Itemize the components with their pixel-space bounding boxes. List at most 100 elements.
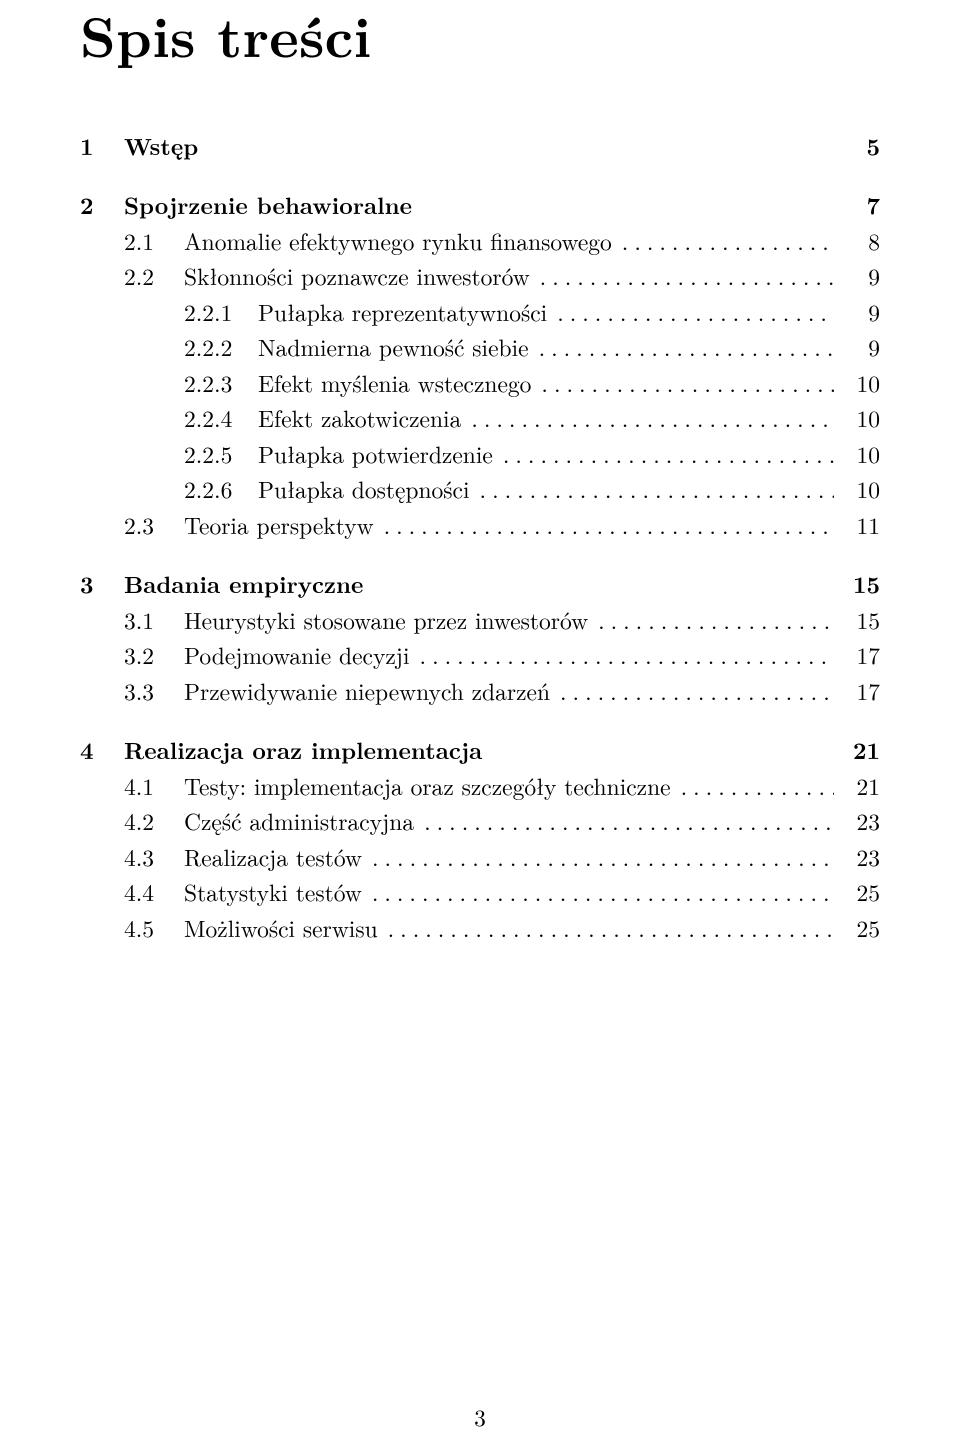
toc-entry-label: Realizacja testów xyxy=(184,845,362,869)
toc-entry-leader: ........................................… xyxy=(503,442,834,466)
toc-entry-number: 3.1 xyxy=(80,608,184,632)
toc-entry-page: 10 xyxy=(840,442,880,466)
toc-entry: 4.5Możliwości serwisu...................… xyxy=(80,916,880,940)
toc-entry-number: 3 xyxy=(80,572,124,596)
toc-entry-leader: ........................................… xyxy=(480,477,834,501)
toc-entry-leader: ........................................… xyxy=(424,809,834,833)
toc-entry: 2.2.4Efekt zakotwiczenia................… xyxy=(80,406,880,430)
toc-entry-number: 3.2 xyxy=(80,643,184,667)
toc-entry-number: 2 xyxy=(80,193,124,217)
toc-entry: 4Realizacja oraz implementacja 21 xyxy=(80,738,880,762)
toc-entry-label: Efekt zakotwiczenia xyxy=(258,406,461,430)
toc-entry-leader: ........................................… xyxy=(539,335,834,359)
page-number: 3 xyxy=(0,1400,960,1433)
toc-entry-number: 1 xyxy=(80,134,124,158)
toc-entry-page: 9 xyxy=(840,300,880,324)
toc-entry-page: 23 xyxy=(840,809,880,833)
toc-entry-page: 21 xyxy=(840,738,880,762)
toc-entry-leader: ........................................… xyxy=(540,264,834,288)
toc-entry-label: Podejmowanie decyzji xyxy=(184,643,410,667)
toc-entry-leader: ........................................… xyxy=(388,916,834,940)
toc-entry-leader: ........................................… xyxy=(681,774,834,798)
toc-entry-leader: ........................................… xyxy=(622,229,834,253)
toc-entry: 2.1Anomalie efektywnego rynku finansoweg… xyxy=(80,229,880,253)
toc-entry-leader: ........................................… xyxy=(560,679,834,703)
toc-entry-leader: ........................................… xyxy=(372,880,834,904)
toc-entry: 2.2.1Pułapka reprezentatywności.........… xyxy=(80,300,880,324)
toc-entry-page: 7 xyxy=(840,193,880,217)
toc-entry-number: 2.2.1 xyxy=(80,300,258,324)
toc-entry-number: 4.1 xyxy=(80,774,184,798)
toc-entry-page: 25 xyxy=(840,916,880,940)
toc-entry: 2.2.6Pułapka dostępności................… xyxy=(80,477,880,501)
toc-entry: 3Badania empiryczne 15 xyxy=(80,572,880,596)
toc-entry-leader: ........................................… xyxy=(384,513,834,537)
toc-entry-page: 10 xyxy=(840,406,880,430)
toc-entry-number: 4.5 xyxy=(80,916,184,940)
toc-entry: 2.3Teoria perspektyw....................… xyxy=(80,513,880,537)
toc-entry-leader: ........................................… xyxy=(541,371,834,395)
toc-entry-number: 2.3 xyxy=(80,513,184,537)
toc-entry-number: 2.2.4 xyxy=(80,406,258,430)
toc-entry-number: 4.4 xyxy=(80,880,184,904)
toc-entry-leader: ........................................… xyxy=(471,406,834,430)
toc-entry-page: 9 xyxy=(840,335,880,359)
toc-entry-label: Pułapka potwierdzenie xyxy=(258,442,493,466)
toc-entry-page: 15 xyxy=(840,572,880,596)
toc-entry-label: Możliwości serwisu xyxy=(184,916,378,940)
toc-entry-leader: ........................................… xyxy=(557,300,834,324)
toc-entry-label: Wstęp xyxy=(124,134,198,158)
toc-entry-number: 4.3 xyxy=(80,845,184,869)
toc-entry-leader: ........................................… xyxy=(372,845,834,869)
toc-entry-page: 9 xyxy=(840,264,880,288)
toc-entry: 2.2.2Nadmierna pewność siebie...........… xyxy=(80,335,880,359)
toc-entry-page: 10 xyxy=(840,371,880,395)
toc-entry: 2.2.3Efekt myślenia wstecznego..........… xyxy=(80,371,880,395)
toc-entry-label: Pułapka dostępności xyxy=(258,477,470,501)
toc-entry-number: 2.2.2 xyxy=(80,335,258,359)
toc-entry-label: Heurystyki stosowane przez inwestorów xyxy=(184,608,588,632)
toc-entry: 4.1Testy: implementacja oraz szczegóły t… xyxy=(80,774,880,798)
toc-entry-page: 23 xyxy=(840,845,880,869)
toc-entry-number: 2.1 xyxy=(80,229,184,253)
toc-entry: 4.2Część administracyjna................… xyxy=(80,809,880,833)
toc-entry: 3.3Przewidywanie niepewnych zdarzeń.....… xyxy=(80,679,880,703)
toc-entry-page: 21 xyxy=(840,774,880,798)
toc-entry-leader: ........................................… xyxy=(598,608,834,632)
toc-entry-label: Anomalie efektywnego rynku finansowego xyxy=(184,229,612,253)
toc-entry-page: 17 xyxy=(840,679,880,703)
toc-entry-number: 2.2.5 xyxy=(80,442,258,466)
toc-entry-label: Testy: implementacja oraz szczegóły tech… xyxy=(184,774,671,798)
toc-entry: 2.2.5Pułapka potwierdzenie..............… xyxy=(80,442,880,466)
toc-entry: 3.2Podejmowanie decyzji.................… xyxy=(80,643,880,667)
toc-entry-label: Teoria perspektyw xyxy=(184,513,374,537)
toc-entry-number: 2.2 xyxy=(80,264,184,288)
toc-entry-page: 25 xyxy=(840,880,880,904)
table-of-contents: 1Wstęp5 2Spojrzenie behawioralne 7 2.1Anoma… xyxy=(80,134,880,940)
toc-entry: 4.4Statystyki testów....................… xyxy=(80,880,880,904)
toc-entry-leader: ........................................… xyxy=(420,643,834,667)
toc-entry: 4.3Realizacja testów....................… xyxy=(80,845,880,869)
toc-entry-label: Realizacja oraz implementacja xyxy=(124,738,482,762)
toc-entry-label: Spojrzenie behawioralne xyxy=(124,193,412,217)
toc-entry-number: 4.2 xyxy=(80,809,184,833)
document-page: Spis treści 1Wstęp5 2Spojrzenie behawiora… xyxy=(0,0,960,1453)
toc-entry-label: Pułapka reprezentatywności xyxy=(258,300,547,324)
toc-entry-label: Efekt myślenia wstecznego xyxy=(258,371,531,395)
toc-entry-label: Statystyki testów xyxy=(184,880,362,904)
toc-entry-number: 4 xyxy=(80,738,124,762)
toc-entry-page: 10 xyxy=(840,477,880,501)
toc-entry: 1Wstęp5 xyxy=(80,134,880,158)
toc-entry-label: Badania empiryczne xyxy=(124,572,363,596)
page-title: Spis treści xyxy=(80,0,880,66)
toc-entry-page: 17 xyxy=(840,643,880,667)
toc-entry: 2.2Skłonności poznawcze inwestorów......… xyxy=(80,264,880,288)
toc-entry-number: 2.2.6 xyxy=(80,477,258,501)
toc-entry-page: 11 xyxy=(840,513,880,537)
toc-entry: 3.1Heurystyki stosowane przez inwestorów… xyxy=(80,608,880,632)
toc-entry-number: 2.2.3 xyxy=(80,371,258,395)
toc-entry-label: Część administracyjna xyxy=(184,809,414,833)
toc-entry-label: Skłonności poznawcze inwestorów xyxy=(184,264,530,288)
toc-entry: 2Spojrzenie behawioralne 7 xyxy=(80,193,880,217)
toc-entry-label: Nadmierna pewność siebie xyxy=(258,335,529,359)
